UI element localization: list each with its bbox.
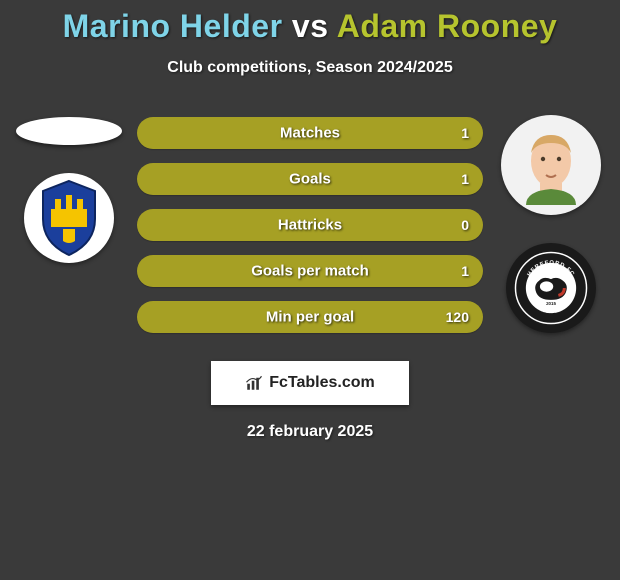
player2-club-crest: HEREFORD FC FOREVER UNITED 2015 bbox=[506, 243, 596, 333]
left-column bbox=[19, 115, 119, 263]
stat-value-right: 1 bbox=[461, 171, 469, 187]
stat-value-right: 120 bbox=[446, 309, 469, 325]
stat-label: Matches bbox=[280, 125, 340, 142]
player1-name: Marino Helder bbox=[63, 8, 283, 44]
right-column: HEREFORD FC FOREVER UNITED 2015 bbox=[501, 115, 601, 333]
stat-value-right: 0 bbox=[461, 217, 469, 233]
player2-face-icon bbox=[516, 125, 586, 205]
chart-icon bbox=[245, 374, 263, 392]
main-row: Matches 1 Goals 1 Hattricks 0 Goals per match 1… bbox=[0, 115, 620, 333]
stats-bars: Matches 1 Goals 1 Hattricks 0 Goals per match 1… bbox=[137, 115, 483, 333]
club-year: 2015 bbox=[546, 301, 556, 306]
stat-value-right: 1 bbox=[461, 125, 469, 141]
vs-label: vs bbox=[292, 8, 329, 44]
stat-label: Goals bbox=[289, 171, 331, 188]
stat-label: Hattricks bbox=[278, 217, 342, 234]
subtitle: Club competitions, Season 2024/2025 bbox=[0, 59, 620, 77]
stat-bar: Goals per match 1 bbox=[137, 255, 483, 287]
stat-value-right: 1 bbox=[461, 263, 469, 279]
stat-label: Goals per match bbox=[251, 263, 369, 280]
brand-badge: FcTables.com bbox=[211, 361, 409, 405]
warrington-crest-icon bbox=[37, 179, 101, 257]
stat-bar: Matches 1 bbox=[137, 117, 483, 149]
page-title: Marino Helder vs Adam Rooney bbox=[0, 8, 620, 45]
date-label: 22 february 2025 bbox=[0, 423, 620, 441]
brand-text: FcTables.com bbox=[269, 374, 375, 392]
player2-avatar bbox=[501, 115, 601, 215]
player1-avatar bbox=[16, 117, 122, 145]
stat-bar: Hattricks 0 bbox=[137, 209, 483, 241]
player2-name: Adam Rooney bbox=[337, 8, 558, 44]
hereford-crest-icon: HEREFORD FC FOREVER UNITED 2015 bbox=[514, 251, 588, 325]
stat-bar: Min per goal 120 bbox=[137, 301, 483, 333]
player1-club-crest bbox=[24, 173, 114, 263]
stat-bar: Goals 1 bbox=[137, 163, 483, 195]
stat-label: Min per goal bbox=[266, 309, 354, 326]
infographic-root: Marino Helder vs Adam Rooney Club compet… bbox=[0, 0, 620, 441]
